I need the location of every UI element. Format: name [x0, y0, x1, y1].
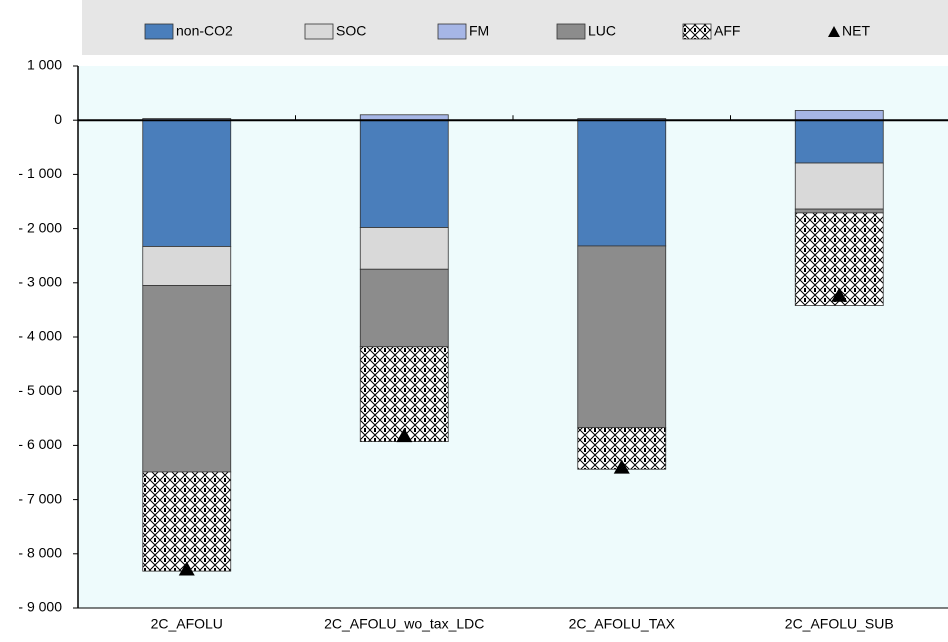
bar-segment	[794, 208, 884, 214]
legend-box	[82, 0, 948, 55]
y-tick-label: - 4 000	[18, 328, 62, 344]
legend-label: non-CO2	[176, 23, 233, 39]
bar-segment	[577, 119, 667, 247]
net-marker	[613, 459, 630, 474]
x-tick-label: 2C_AFOLU_SUB	[785, 616, 894, 632]
bar-segment	[142, 285, 232, 473]
bar-segment	[577, 245, 667, 428]
bar-segment	[794, 110, 884, 121]
bar-segment	[359, 227, 449, 270]
y-tick-label: - 6 000	[18, 436, 62, 452]
bar-segment	[359, 268, 449, 348]
legend-swatch	[682, 23, 712, 40]
y-tick-label: - 3 000	[18, 274, 62, 290]
y-tick-label: - 5 000	[18, 382, 62, 398]
y-tick-label: 0	[54, 111, 62, 127]
bar-segment	[794, 119, 884, 164]
bar-segment	[794, 162, 884, 210]
x-tick-label: 2C_AFOLU	[151, 616, 223, 632]
net-marker	[831, 287, 848, 302]
bar-segment	[142, 119, 232, 247]
bar-segment	[142, 471, 232, 572]
legend-label: FM	[469, 23, 489, 39]
legend-label: AFF	[714, 23, 740, 39]
legend-label: LUC	[588, 23, 616, 39]
legend-marker	[828, 26, 840, 37]
y-tick-label: - 1 000	[18, 165, 62, 181]
net-marker	[178, 561, 195, 576]
legend-swatch	[437, 23, 467, 40]
net-marker	[396, 428, 413, 443]
legend-label: SOC	[336, 23, 366, 39]
bar-segment	[359, 119, 449, 228]
bar-segment	[359, 346, 449, 443]
y-tick-label: - 9 000	[18, 599, 62, 615]
legend-swatch	[556, 23, 586, 40]
y-tick-label: - 2 000	[18, 219, 62, 235]
y-tick-label: - 8 000	[18, 545, 62, 561]
bar-segment	[142, 246, 232, 286]
legend-label: NET	[842, 23, 870, 39]
legend-swatch	[144, 23, 174, 40]
x-tick-label: 2C_AFOLU_wo_tax_LDC	[324, 616, 484, 632]
legend-swatch	[304, 23, 334, 40]
x-tick-label: 2C_AFOLU_TAX	[569, 616, 676, 632]
y-tick-label: 1 000	[27, 57, 62, 73]
y-tick-label: - 7 000	[18, 490, 62, 506]
